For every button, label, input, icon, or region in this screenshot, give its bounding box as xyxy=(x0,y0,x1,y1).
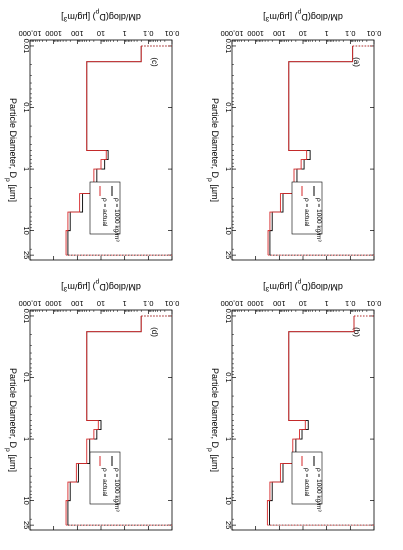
legend-entry: ρ = 1000 kg/m³ xyxy=(315,468,322,512)
legend-entry: ρ = 1000 kg/m³ xyxy=(113,198,120,242)
panel-label: (c) xyxy=(150,57,159,67)
x-tick-label: 1 xyxy=(224,167,233,171)
y-tick-label: 0.01 xyxy=(165,299,180,308)
series-line xyxy=(267,45,354,256)
y-tick-label: 0.01 xyxy=(165,29,180,38)
legend-box xyxy=(89,181,121,235)
y-tick-label: 1000 xyxy=(247,299,264,308)
x-axis-title: Particle Diameter, Dp [µm] xyxy=(207,368,221,472)
legend-entry: ρ = actual xyxy=(303,198,310,227)
x-axis-title: Particle Diameter, Dp [µm] xyxy=(207,98,221,202)
x-tick-label: 0.01 xyxy=(224,39,233,54)
panel-d: 0.010.1110100100010,0000.010.111025dM/dl… xyxy=(5,279,180,531)
y-tick-label: 0.1 xyxy=(143,29,153,38)
x-tick-label: 0.01 xyxy=(224,309,233,324)
y-tick-label: 100 xyxy=(273,299,286,308)
y-tick-label: 1000 xyxy=(247,29,264,38)
x-tick-label: 0.1 xyxy=(224,102,233,112)
x-tick-label: 0.1 xyxy=(224,372,233,382)
x-tick-label: 10 xyxy=(224,496,233,504)
y-tick-label: 10 xyxy=(299,29,307,38)
y-tick-label: 100 xyxy=(273,29,286,38)
y-axis-title: dM/dlog(Dp) [µg/m3] xyxy=(263,279,343,293)
y-tick-label: 1000 xyxy=(45,29,62,38)
y-tick-label: 10 xyxy=(97,29,105,38)
y-tick-label: 0.01 xyxy=(367,29,382,38)
x-tick-label: 10 xyxy=(224,226,233,234)
legend-box xyxy=(89,451,121,505)
panel-label: (a) xyxy=(352,57,361,67)
y-tick-label: 1 xyxy=(325,29,329,38)
x-axis-title: Particle Diameter, Dp [µm] xyxy=(5,98,19,202)
legend-entry: ρ = 1000 kg/m³ xyxy=(315,198,322,242)
x-tick-label: 0.1 xyxy=(22,102,31,112)
legend-box xyxy=(291,181,323,235)
y-tick-label: 10,000 xyxy=(19,29,42,38)
panel-label: (d) xyxy=(150,327,159,337)
y-tick-label: 0.1 xyxy=(345,299,355,308)
x-tick-label: 10 xyxy=(22,226,31,234)
series-line xyxy=(65,45,142,256)
y-tick-label: 0.1 xyxy=(143,299,153,308)
x-tick-label: 25 xyxy=(224,251,233,259)
legend-box xyxy=(291,451,323,505)
y-tick-label: 10 xyxy=(299,299,307,308)
series-rho-actual xyxy=(266,315,374,526)
legend-entry: ρ = actual xyxy=(303,468,310,497)
y-tick-label: 10,000 xyxy=(221,299,244,308)
y-axis-title: dM/dlog(Dp) [µg/m3] xyxy=(61,279,141,293)
panel-label: (b) xyxy=(352,327,361,337)
y-axis-title: dM/dlog(Dp) [µg/m3] xyxy=(61,9,141,23)
y-tick-label: 10,000 xyxy=(221,29,244,38)
y-tick-label: 1 xyxy=(123,299,127,308)
y-tick-label: 100 xyxy=(71,29,84,38)
x-tick-label: 1 xyxy=(22,167,31,171)
panel-a: 0.010.1110100100010,0000.010.111025dM/dl… xyxy=(207,9,382,261)
y-axis-title: dM/dlog(Dp) [µg/m3] xyxy=(263,9,343,23)
series-rho-actual xyxy=(65,315,172,526)
x-tick-label: 1 xyxy=(224,437,233,441)
x-tick-label: 25 xyxy=(22,251,31,259)
series-line xyxy=(65,315,142,526)
y-tick-label: 0.1 xyxy=(345,29,355,38)
series-rho-actual xyxy=(65,45,172,256)
x-tick-label: 0.01 xyxy=(22,39,31,54)
x-tick-label: 0.1 xyxy=(22,372,31,382)
x-tick-label: 25 xyxy=(224,521,233,529)
x-tick-label: 25 xyxy=(22,521,31,529)
series-rho-actual xyxy=(267,45,374,256)
y-tick-label: 1 xyxy=(123,29,127,38)
y-tick-label: 1 xyxy=(325,299,329,308)
y-tick-label: 10 xyxy=(97,299,105,308)
panel-b: 0.010.1110100100010,0000.010.111025dM/dl… xyxy=(207,279,382,531)
y-tick-label: 100 xyxy=(71,299,84,308)
legend-entry: ρ = actual xyxy=(101,468,108,497)
x-tick-label: 1 xyxy=(22,437,31,441)
y-tick-label: 10,000 xyxy=(19,299,42,308)
x-tick-label: 10 xyxy=(22,496,31,504)
panel-c: 0.010.1110100100010,0000.010.111025dM/dl… xyxy=(5,9,180,261)
legend-entry: ρ = actual xyxy=(101,198,108,227)
legend-entry: ρ = 1000 kg/m³ xyxy=(113,468,120,512)
y-tick-label: 0.01 xyxy=(367,299,382,308)
series-line xyxy=(266,315,355,526)
y-tick-label: 1000 xyxy=(45,299,62,308)
x-axis-title: Particle Diameter, Dp [µm] xyxy=(5,368,19,472)
x-tick-label: 0.01 xyxy=(22,309,31,324)
